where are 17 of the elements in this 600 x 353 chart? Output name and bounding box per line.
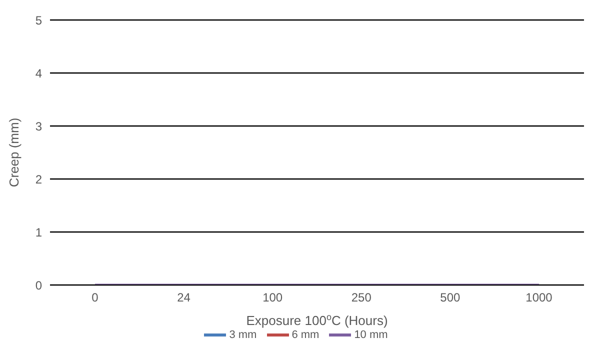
legend-label: 6 mm xyxy=(292,329,320,341)
x-tick-label: 500 xyxy=(440,290,461,305)
y-tick-label: 2 xyxy=(35,172,42,186)
x-tick-label: 24 xyxy=(177,290,191,305)
x-tick-label: 250 xyxy=(351,290,372,305)
y-axis-title: Creep (mm) xyxy=(6,118,22,188)
x-tick-label: 1000 xyxy=(526,290,553,305)
y-tick-label: 4 xyxy=(35,66,42,80)
y-tick-label: 1 xyxy=(35,225,42,240)
y-tick-label: 0 xyxy=(35,278,42,292)
y-tick-label: 3 xyxy=(35,119,42,134)
x-tick-label: 100 xyxy=(262,290,283,305)
x-axis-title: Exposure 100$^{o}$C (Hours) xyxy=(246,312,388,328)
legend-label: 3 mm xyxy=(229,329,257,341)
x-tick-label: 0 xyxy=(92,290,99,305)
legend-label: 10 mm xyxy=(354,329,388,341)
y-tick-label: 5 xyxy=(35,13,42,28)
